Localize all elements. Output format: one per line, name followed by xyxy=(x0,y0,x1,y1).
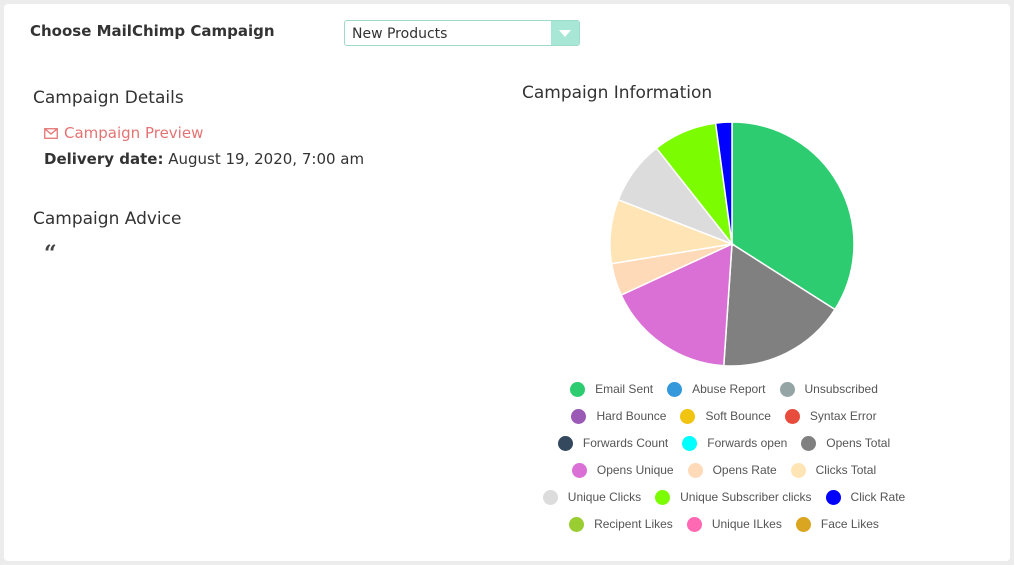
campaign-select[interactable]: New Products xyxy=(344,20,580,46)
campaign-preview-link[interactable]: Campaign Preview xyxy=(44,124,203,142)
legend-dot xyxy=(687,462,703,478)
legend-item[interactable]: Click Rate xyxy=(825,488,906,506)
legend-dot xyxy=(667,381,683,397)
legend-label: Unique Subscriber clicks xyxy=(680,490,812,504)
legend-dot xyxy=(655,489,671,505)
legend-dot xyxy=(569,516,585,532)
legend-item[interactable]: Email Sent xyxy=(570,380,653,398)
legend-item[interactable]: Forwards Count xyxy=(557,434,669,452)
legend-label: Clicks Total xyxy=(815,463,877,477)
campaign-select-value: New Products xyxy=(352,26,448,42)
legend-item[interactable]: Soft Bounce xyxy=(680,407,771,425)
campaign-details-heading: Campaign Details xyxy=(33,88,184,108)
legend-label: Forwards Count xyxy=(582,436,669,450)
chevron-down-icon xyxy=(559,30,571,37)
pie-slice-opens-total[interactable] xyxy=(722,242,836,367)
legend-item[interactable]: Unique ILkes xyxy=(686,515,782,533)
legend-item[interactable]: Unsubscribed xyxy=(779,380,878,398)
legend-item[interactable]: Opens Rate xyxy=(687,461,777,479)
campaign-advice-heading: Campaign Advice xyxy=(33,209,182,229)
legend-item[interactable]: Abuse Report xyxy=(667,380,766,398)
legend-label: Unique ILkes xyxy=(711,517,782,531)
legend-dot xyxy=(795,516,811,532)
legend-label: Abuse Report xyxy=(692,382,766,396)
legend-label: Hard Bounce xyxy=(596,409,667,423)
legend-dot xyxy=(680,408,696,424)
legend-label: Opens Unique xyxy=(596,463,674,477)
legend-label: Face Likes xyxy=(820,517,879,531)
pie-slice-click-rate[interactable] xyxy=(714,121,733,245)
legend-dot xyxy=(686,516,702,532)
legend-item[interactable]: Opens Unique xyxy=(571,461,674,479)
delivery-date-value: August 19, 2020, 7:00 am xyxy=(168,150,365,168)
legend-label: Soft Bounce xyxy=(705,409,771,423)
legend-item[interactable]: Recipent Likes xyxy=(569,515,673,533)
envelope-icon xyxy=(44,127,58,139)
legend-item[interactable]: Unique Subscriber clicks xyxy=(655,488,812,506)
pie-slice-opens-unique[interactable] xyxy=(620,242,733,367)
legend-item[interactable]: Face Likes xyxy=(795,515,879,533)
legend-dot xyxy=(779,381,795,397)
delivery-date: Delivery date: August 19, 2020, 7:00 am xyxy=(44,150,364,168)
choose-campaign-label: Choose MailChimp Campaign xyxy=(30,22,275,40)
select-arrow-button[interactable] xyxy=(551,21,579,45)
legend-label: Recipent Likes xyxy=(594,517,673,531)
legend-label: Unique Clicks xyxy=(567,490,642,504)
legend-label: Syntax Error xyxy=(809,409,877,423)
legend-dot xyxy=(542,489,558,505)
legend-dot xyxy=(571,462,587,478)
legend-label: Email Sent xyxy=(595,382,654,396)
chart-title: Campaign Information xyxy=(522,83,713,103)
legend-dot xyxy=(784,408,800,424)
legend-item[interactable]: Clicks Total xyxy=(790,461,877,479)
legend-item[interactable]: Forwards open xyxy=(682,434,787,452)
legend-item[interactable]: Unique Clicks xyxy=(542,488,642,506)
legend-dot xyxy=(801,435,817,451)
legend-dot xyxy=(570,381,586,397)
legend-label: Forwards open xyxy=(707,436,788,450)
legend-label: Click Rate xyxy=(850,490,906,504)
legend-dot xyxy=(682,435,698,451)
legend-item[interactable]: Opens Total xyxy=(801,434,890,452)
campaign-preview-label: Campaign Preview xyxy=(64,124,204,142)
legend-dot xyxy=(557,435,573,451)
legend-dot xyxy=(790,462,806,478)
quote-icon: “ xyxy=(44,241,57,267)
legend-label: Opens Total xyxy=(826,436,891,450)
legend-dot xyxy=(825,489,841,505)
legend-label: Opens Rate xyxy=(712,463,777,477)
legend-item[interactable]: Syntax Error xyxy=(784,407,877,425)
legend-item[interactable]: Hard Bounce xyxy=(571,407,666,425)
legend-dot xyxy=(571,408,587,424)
legend-label: Unsubscribed xyxy=(804,382,878,396)
delivery-date-label: Delivery date: xyxy=(44,150,164,168)
